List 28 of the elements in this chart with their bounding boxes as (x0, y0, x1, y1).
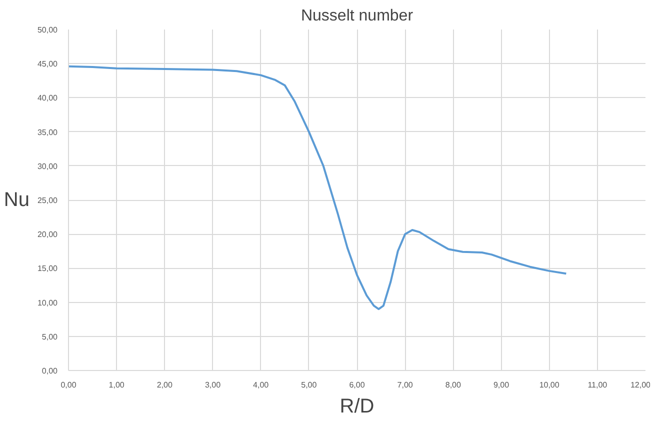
x-tick-label: 5,00 (301, 380, 318, 390)
x-tick-label: 6,00 (349, 380, 366, 390)
x-tick-label: 7,00 (397, 380, 414, 390)
y-axis-title: Nu (4, 189, 30, 211)
x-tick-label: 11,00 (588, 380, 608, 390)
y-tick-label: 5,00 (42, 332, 58, 342)
y-tick-label: 40,00 (37, 94, 58, 103)
x-axis-title: R/D (340, 396, 374, 418)
x-tick-label: 10,00 (539, 380, 560, 390)
y-tick-label: 30,00 (37, 162, 58, 171)
y-tick-label: 45,00 (37, 60, 58, 69)
x-tick-label: 12,00 (630, 380, 652, 390)
y-tick-label: 25,00 (37, 196, 58, 205)
x-tick-label: 0,00 (60, 380, 77, 390)
x-tick-label: 4,00 (253, 380, 270, 390)
x-tick-label: 9,00 (493, 380, 510, 390)
chart-title: Nusselt number (300, 8, 414, 24)
y-tick-label: 35,00 (37, 128, 58, 137)
y-tick-label: 0,00 (42, 366, 58, 376)
line-series (68, 65, 568, 310)
y-tick-label: 20,00 (37, 230, 58, 240)
y-tick-label: 50,00 (37, 26, 58, 34)
y-tick-label: 10,00 (37, 298, 58, 308)
x-tick-label: 8,00 (445, 380, 462, 390)
x-tick-label: 2,00 (156, 380, 174, 390)
y-tick-label: 15,00 (37, 264, 58, 274)
x-tick-label: 3,00 (204, 380, 222, 390)
x-tick-label: 1,00 (108, 380, 125, 390)
